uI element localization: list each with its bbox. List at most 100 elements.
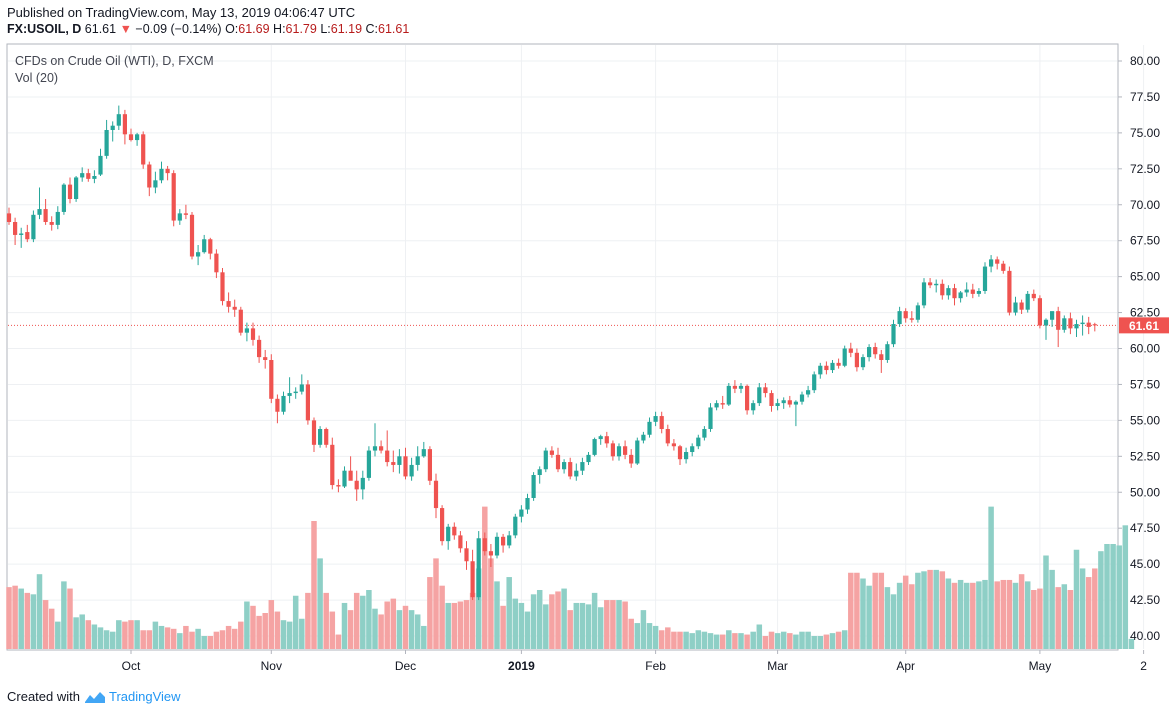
candle-body <box>238 309 243 333</box>
last-price: 61.61 <box>84 22 117 36</box>
candle-body <box>226 301 231 307</box>
volume-bar <box>970 582 976 649</box>
volume-bar <box>189 631 195 649</box>
candle <box>372 423 378 457</box>
volume-bar <box>695 630 702 649</box>
candle <box>616 443 622 461</box>
candle-body <box>806 390 811 395</box>
candle <box>799 391 805 405</box>
candle <box>1080 315 1085 336</box>
candle-body <box>610 443 615 457</box>
candle-body <box>476 538 481 598</box>
volume-bar <box>994 581 1000 649</box>
candle <box>726 383 731 406</box>
candle-body <box>671 443 676 447</box>
volume-bar <box>299 618 305 649</box>
candle-body <box>458 535 463 549</box>
candle <box>537 466 542 484</box>
candle <box>732 380 737 394</box>
candle-body <box>128 134 134 141</box>
volume-bar <box>610 600 616 649</box>
candle-body <box>574 470 579 477</box>
candle <box>677 444 683 465</box>
volume-bar <box>933 569 939 649</box>
candle <box>824 361 829 375</box>
candle-body <box>580 462 585 471</box>
x-tick-label: Dec <box>395 659 416 673</box>
volume-bar <box>536 590 543 649</box>
candle <box>31 210 36 243</box>
candle-body <box>793 401 798 405</box>
volume-bar <box>963 582 970 649</box>
candle <box>1013 296 1018 316</box>
candle-body <box>964 289 969 293</box>
candle <box>275 394 280 424</box>
candle-body <box>1013 302 1018 313</box>
candle-body <box>873 347 878 355</box>
candle-body <box>281 395 286 412</box>
candle-body <box>598 436 603 440</box>
candle-body <box>934 283 939 286</box>
candle-body <box>1074 324 1079 329</box>
y-tick-label: 67.50 <box>1130 234 1160 248</box>
volume-bar <box>616 600 622 649</box>
candle-body <box>67 184 73 199</box>
candle <box>1037 295 1042 329</box>
published-line: Published on TradingView.com, May 13, 20… <box>7 5 356 20</box>
volume-bar <box>158 625 165 649</box>
candle <box>1019 299 1024 314</box>
candle-body <box>208 239 213 254</box>
tradingview-brand[interactable]: TradingView <box>108 689 181 704</box>
candle-body <box>604 436 609 444</box>
symbol: FX:USOIL, D <box>7 22 82 36</box>
volume-bar <box>1104 544 1110 649</box>
candle <box>257 335 262 363</box>
candle-body <box>531 475 536 498</box>
volume-bar <box>884 587 891 649</box>
volume-bar <box>439 585 445 649</box>
candle <box>336 479 341 493</box>
volume-bar <box>451 602 458 649</box>
candle-body <box>299 384 304 392</box>
plot-frame <box>6 43 1119 651</box>
y-tick-label: 72.50 <box>1130 162 1160 176</box>
candle <box>263 349 268 369</box>
volume-bar <box>109 631 116 649</box>
candle-body <box>293 391 298 394</box>
candle-body <box>159 168 164 181</box>
volume-bar <box>1049 569 1055 649</box>
candle-body <box>482 538 487 552</box>
candle <box>915 302 920 323</box>
candle <box>366 446 371 481</box>
candle <box>43 199 48 225</box>
candle-body <box>250 328 256 340</box>
candle <box>421 441 426 458</box>
candle <box>232 299 237 317</box>
volume-bar <box>866 585 872 649</box>
candle-body <box>409 464 414 477</box>
candle <box>409 457 414 481</box>
candle-body <box>830 362 835 371</box>
volume-bar <box>628 618 634 649</box>
candle <box>653 411 658 427</box>
volume-bar <box>719 634 726 649</box>
volume-bar <box>799 631 805 649</box>
candle <box>452 522 457 540</box>
volume-bar <box>939 571 946 649</box>
volume-bar <box>360 595 366 649</box>
volume-bar <box>286 621 293 649</box>
candle-body <box>909 318 914 320</box>
candle-body <box>372 446 378 451</box>
volume-bar <box>780 631 787 649</box>
volume-bar <box>732 633 738 649</box>
volume-bar <box>103 630 110 649</box>
candle-body <box>122 114 127 135</box>
volume-bar <box>1061 584 1068 649</box>
volume-bar <box>305 592 311 649</box>
price-change: −0.09 (−0.14%) <box>135 22 222 36</box>
candle <box>1043 318 1049 340</box>
candle-body <box>995 259 1000 264</box>
candle-body <box>80 173 85 178</box>
y-tick-label: 70.00 <box>1130 198 1160 212</box>
